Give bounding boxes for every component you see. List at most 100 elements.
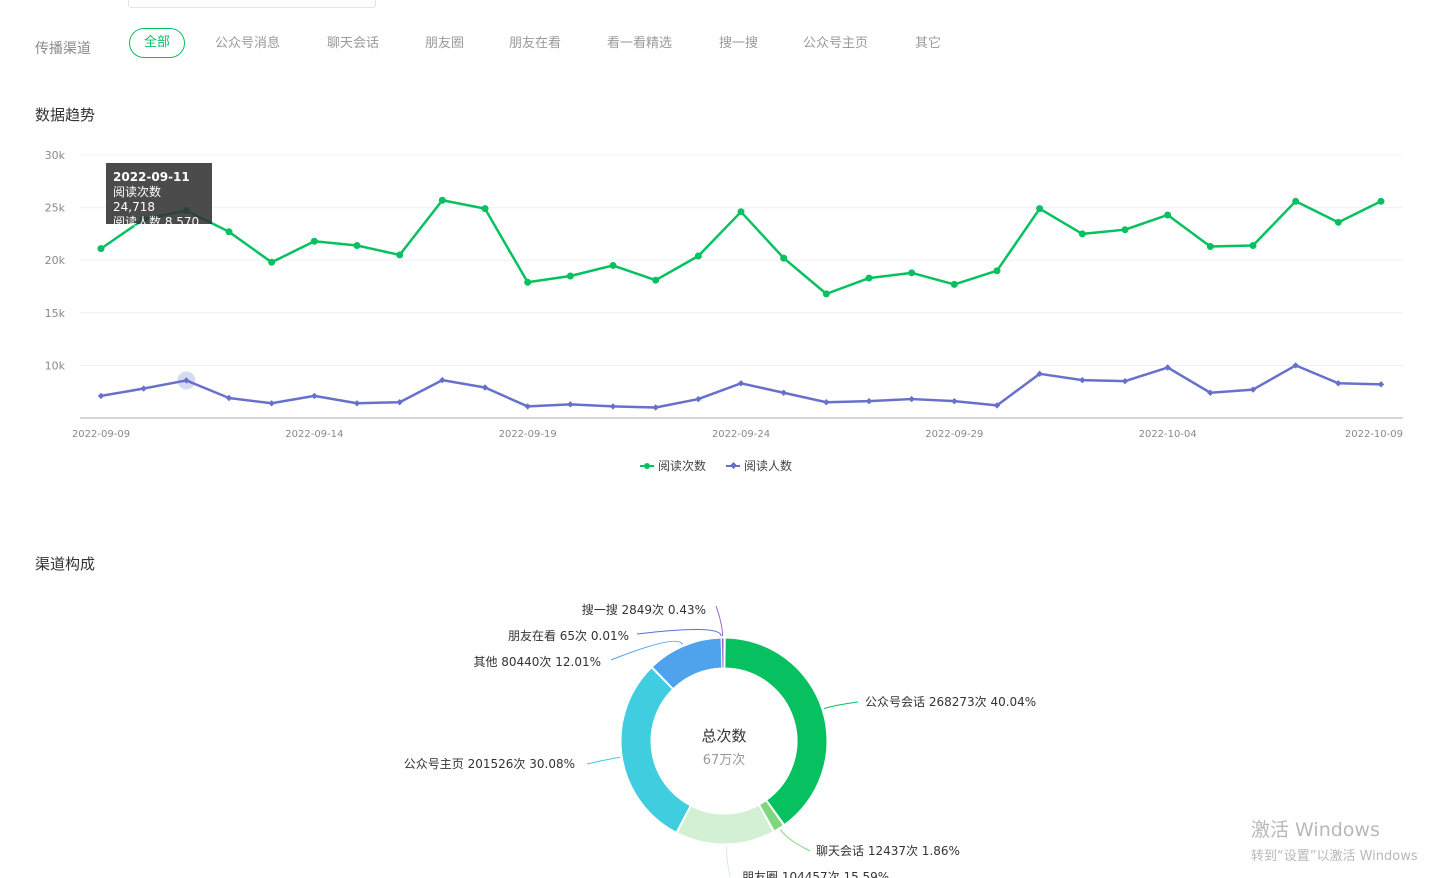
data-point xyxy=(310,237,318,245)
data-point xyxy=(396,399,403,406)
legend-item-reads[interactable]: 阅读次数 xyxy=(640,457,706,474)
data-point xyxy=(780,389,787,396)
tab-chat-session[interactable]: 聊天会话 xyxy=(327,36,380,51)
legend-label-reads: 阅读次数 xyxy=(658,459,707,473)
data-point xyxy=(396,251,404,259)
donut-center-title: 总次数 xyxy=(701,727,747,745)
tab-all[interactable]: 全部 xyxy=(129,28,186,58)
tab-other[interactable]: 其它 xyxy=(915,36,942,51)
data-point xyxy=(567,401,574,408)
donut-center-value: 67万次 xyxy=(702,753,746,768)
data-point xyxy=(694,252,702,260)
chart-tooltip: 2022-09-11 阅读次数 24,718 阅读人数 8,570 xyxy=(106,163,212,229)
data-point xyxy=(950,280,958,288)
data-point xyxy=(737,208,745,216)
tab-friends-watching[interactable]: 朋友在看 xyxy=(509,36,562,51)
tab-search[interactable]: 搜一搜 xyxy=(719,36,759,51)
data-point xyxy=(481,384,489,391)
data-point xyxy=(1334,218,1342,226)
trend-section-title: 数据趋势 xyxy=(35,106,96,124)
data-point xyxy=(311,392,318,400)
leader-line xyxy=(715,605,724,637)
donut-slice xyxy=(720,637,723,669)
tooltip-reads: 阅读次数 24,718 xyxy=(113,185,162,214)
tab-official-homepage[interactable]: 公众号主页 xyxy=(803,36,869,51)
watermark-subtitle: 转到“设置”以激活 Windows xyxy=(1251,849,1418,864)
donut-slice xyxy=(676,804,774,845)
data-point xyxy=(225,394,233,402)
legend-label-readers: 阅读人数 xyxy=(744,459,793,473)
tooltip-readers: 阅读人数 8,570 xyxy=(113,215,200,229)
x-tick-label: 2022-09-29 xyxy=(925,429,983,440)
data-point xyxy=(481,205,489,213)
legend-item-readers[interactable]: 阅读人数 xyxy=(726,457,792,474)
trend-line-chart: 10k 15k 20k 25k 30k 2022-09-09 2022-09-14 2022-… xyxy=(45,149,1403,440)
data-point xyxy=(1164,211,1172,219)
windows-activation-watermark: 激活 Windows 转到“设置”以激活 Windows xyxy=(1251,815,1418,864)
slice-label: 朋友在看 65次 0.01% xyxy=(508,629,629,643)
data-point xyxy=(1121,226,1129,234)
leader-line xyxy=(636,629,722,637)
data-point xyxy=(97,392,105,400)
slice-label: 朋友圈 104457次 15.59% xyxy=(742,870,889,878)
y-tick-label: 25k xyxy=(45,202,66,215)
legend-swatch-readers-icon xyxy=(726,461,741,471)
data-point xyxy=(609,261,617,269)
slice-label: 公众号会话 268273次 40.04% xyxy=(865,695,1036,709)
x-tick-label: 2022-10-09 xyxy=(1345,429,1403,440)
search-input[interactable] xyxy=(128,0,376,8)
leader-line xyxy=(823,701,859,710)
donut-slice xyxy=(651,637,723,690)
data-point xyxy=(780,254,788,262)
data-point xyxy=(1121,377,1129,385)
watermark-title: 激活 Windows xyxy=(1251,819,1380,841)
data-point xyxy=(524,278,532,286)
leader-line xyxy=(586,756,621,765)
leader-line xyxy=(780,829,811,852)
tab-moments[interactable]: 朋友圈 xyxy=(425,36,465,51)
data-point xyxy=(438,196,446,204)
slice-label: 聊天会话 12437次 1.86% xyxy=(816,844,960,858)
x-tick-label: 2022-09-14 xyxy=(285,429,343,440)
data-point xyxy=(225,228,233,236)
data-point xyxy=(268,258,276,266)
legend-swatch-reads-icon xyxy=(640,461,654,471)
leader-line xyxy=(610,640,684,661)
composition-section-title: 渠道构成 xyxy=(35,555,96,573)
data-point xyxy=(1335,380,1342,387)
tab-official-message[interactable]: 公众号消息 xyxy=(215,36,281,51)
data-point xyxy=(140,385,147,392)
donut-slice xyxy=(720,637,725,669)
data-point xyxy=(97,245,105,253)
data-point xyxy=(1292,362,1299,369)
data-point xyxy=(993,267,1001,275)
data-point xyxy=(951,397,958,405)
data-point xyxy=(1292,197,1300,205)
data-point xyxy=(609,403,617,410)
data-point xyxy=(1036,205,1044,213)
slice-label: 其他 80440次 12.01% xyxy=(473,655,601,669)
channel-filter-label: 传播渠道 xyxy=(35,41,91,57)
data-point xyxy=(183,377,190,384)
tooltip-date: 2022-09-11 xyxy=(113,170,190,184)
x-tick-label: 2022-09-19 xyxy=(499,429,557,440)
data-point xyxy=(823,399,830,406)
data-point xyxy=(566,272,574,280)
data-point xyxy=(1206,243,1214,251)
data-point xyxy=(652,404,659,411)
y-tick-label: 10k xyxy=(45,359,66,372)
data-point xyxy=(1207,389,1214,396)
data-point xyxy=(1377,381,1385,388)
data-point xyxy=(1079,376,1086,384)
x-tick-label: 2022-10-04 xyxy=(1139,429,1197,440)
tab-top-stories[interactable]: 看一看精选 xyxy=(607,36,673,51)
y-tick-label: 20k xyxy=(45,254,66,267)
data-point xyxy=(524,403,531,410)
data-point xyxy=(353,400,361,407)
trend-legend: 阅读次数 阅读人数 xyxy=(640,457,792,474)
donut-slice xyxy=(758,799,785,832)
data-point xyxy=(1377,197,1385,205)
data-point xyxy=(865,397,873,405)
data-point xyxy=(1036,370,1043,378)
x-tick-label: 2022-09-09 xyxy=(72,429,130,440)
